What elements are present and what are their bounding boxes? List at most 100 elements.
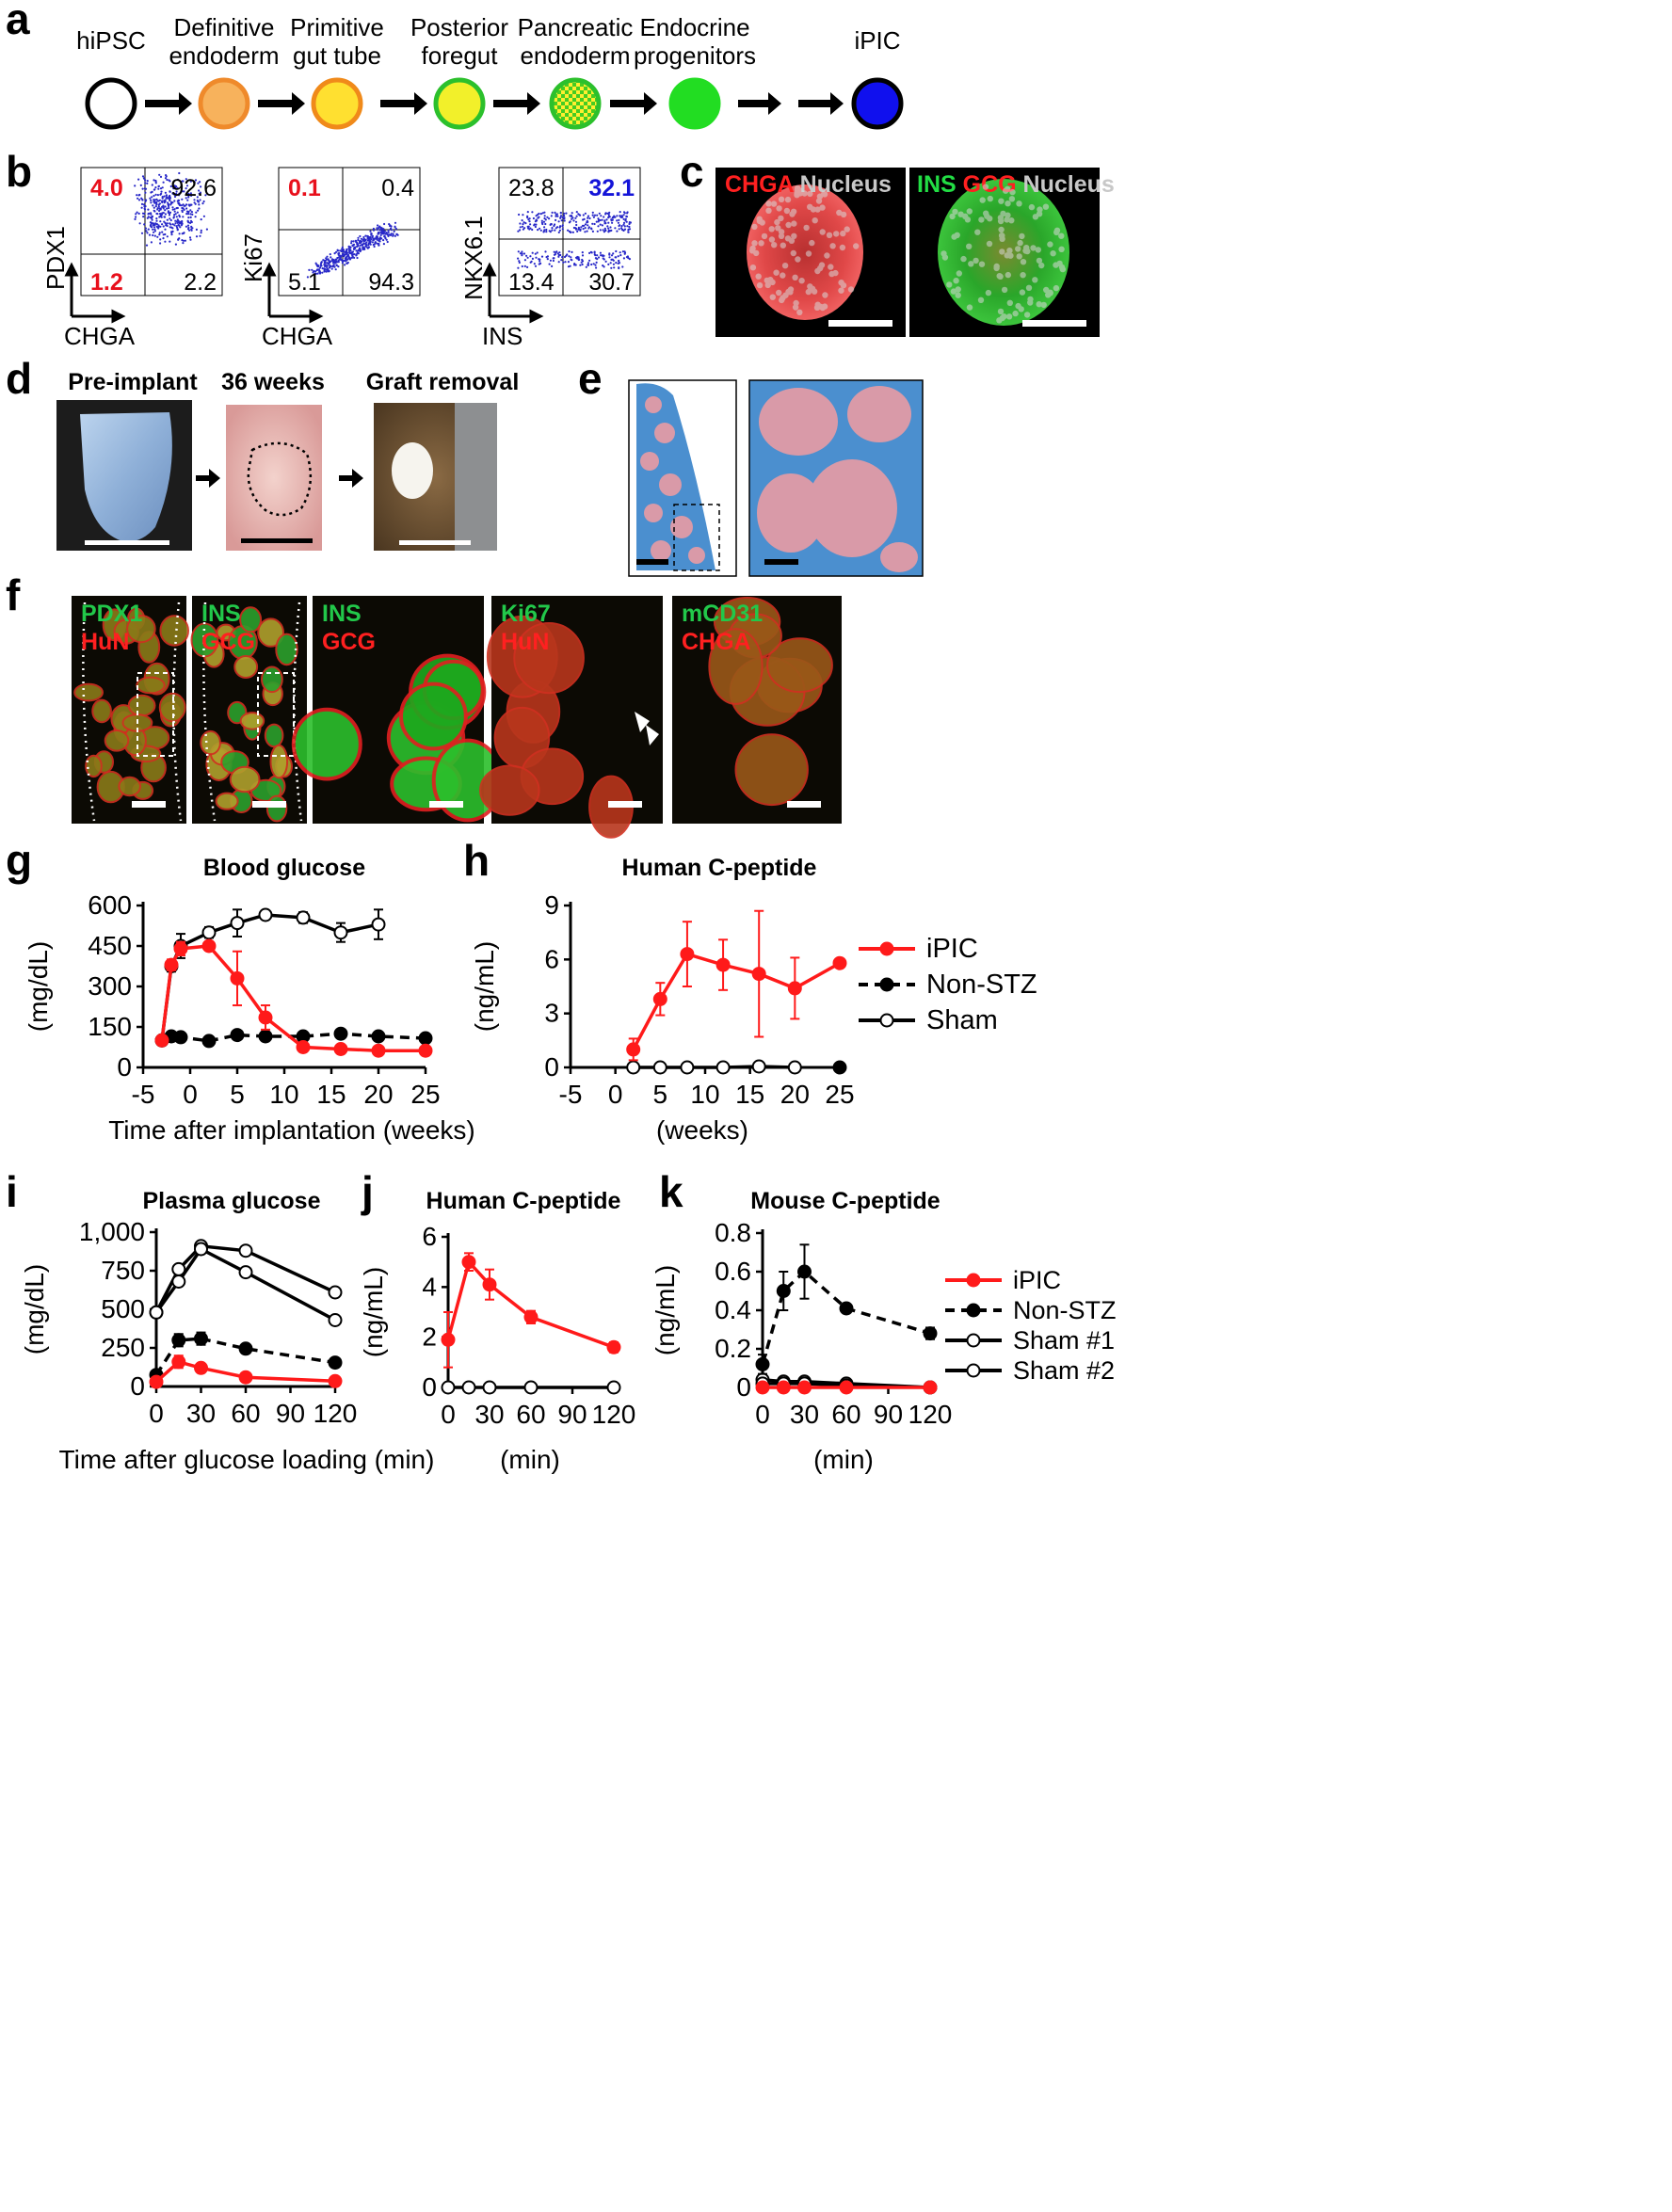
quadrant-value: 0.4 xyxy=(381,175,414,201)
photo-title-36-weeks: 36 weeks xyxy=(221,369,325,395)
stage-label-4: Posterior xyxy=(410,13,508,41)
x-tick-label: 30 xyxy=(790,1400,819,1429)
red-stain-label: GCG xyxy=(201,629,255,655)
tissue-clusters xyxy=(73,607,189,804)
stain-label: INS xyxy=(917,171,957,198)
arrow-6 xyxy=(738,92,781,115)
stage-circle-1 xyxy=(85,77,137,130)
data-point xyxy=(482,1277,497,1292)
chart-title: Human C-peptide xyxy=(426,1188,621,1214)
x-tick-label: 5 xyxy=(230,1080,245,1109)
data-point xyxy=(194,1360,208,1375)
series-ipic xyxy=(149,1354,343,1389)
x-axis-label: CHGA xyxy=(262,322,333,350)
stage-circle-3 xyxy=(311,77,363,130)
panel-b-flow-cytometry: 4.0 92.6 1.2 2.2 PDX1 CHGA 0.1 0.4 5.1 94.3 Ki67 CH… xyxy=(41,167,641,350)
data-point xyxy=(797,1380,812,1395)
data-point xyxy=(923,1380,938,1395)
data-point xyxy=(482,1380,497,1395)
stage-label-6: progenitors xyxy=(634,41,756,70)
data-point xyxy=(652,1060,667,1075)
data-point xyxy=(201,938,217,954)
legend-label: Non-STZ xyxy=(926,970,1037,1000)
y-axis-label: (ng/mL) xyxy=(651,1265,680,1355)
data-point xyxy=(201,1034,217,1049)
data-point xyxy=(839,1301,854,1316)
flow-plot-2: 0.1 0.4 5.1 94.3 Ki67 CHGA xyxy=(239,167,421,350)
series-line xyxy=(161,1032,426,1043)
stage-label-5: Pancreatic xyxy=(518,13,634,41)
data-point xyxy=(371,1043,386,1058)
data-point xyxy=(839,1380,854,1395)
data-point xyxy=(149,1305,164,1320)
stage-label-1: hiPSC xyxy=(76,26,146,55)
chart-title: Mouse C-peptide xyxy=(750,1188,940,1214)
x-tick-label: 90 xyxy=(276,1399,305,1428)
graft-outline xyxy=(247,441,313,517)
y-tick-label: 750 xyxy=(101,1256,145,1285)
panel-letter-k: k xyxy=(659,1167,683,1216)
stage-label-6: Endocrine xyxy=(639,13,749,41)
quadrant-value: 32.1 xyxy=(588,175,635,201)
photo-title-pre-implant: Pre-implant xyxy=(68,369,198,395)
scale-bar xyxy=(608,801,642,808)
x-axis-label: Time after glucose loading (min) xyxy=(59,1445,435,1474)
data-point xyxy=(715,1060,731,1075)
quadrant-value: 5.1 xyxy=(288,269,321,296)
legend-label: iPIC xyxy=(1013,1266,1061,1294)
device-shape xyxy=(80,412,172,542)
legend-marker xyxy=(966,1333,981,1348)
data-point xyxy=(201,925,217,940)
scale-bar xyxy=(252,801,286,808)
y-tick-label: 500 xyxy=(101,1294,145,1323)
stage-circle-6 xyxy=(668,77,721,130)
y-tick-label: 0 xyxy=(117,1052,132,1082)
red-stain-label: HuN xyxy=(501,629,549,655)
scale-bar xyxy=(429,801,463,808)
arrow xyxy=(339,469,363,488)
data-point xyxy=(755,1356,770,1371)
data-point xyxy=(751,967,766,982)
x-tick-label: 0 xyxy=(608,1080,623,1109)
panel-letter-e: e xyxy=(578,354,603,403)
zoom-region xyxy=(257,672,295,757)
photo-36-weeks xyxy=(226,405,322,551)
arrowhead-markers xyxy=(635,712,659,745)
islet-clusters xyxy=(640,396,705,564)
data-point xyxy=(371,917,386,932)
x-tick-label: 120 xyxy=(592,1400,636,1429)
y-tick-label: 2 xyxy=(422,1322,437,1352)
data-point xyxy=(680,947,695,962)
panel-letter-b: b xyxy=(6,147,32,196)
x-tick-label: 15 xyxy=(316,1080,346,1109)
cluster-chga xyxy=(747,184,863,320)
scale-bar xyxy=(241,538,313,543)
panel-d-graft-photos: Pre-implant 36 weeks Graft removal xyxy=(56,369,519,551)
green-stain-label: PDX1 xyxy=(81,601,142,627)
x-axis-label: CHGA xyxy=(64,322,136,350)
y-tick-label: 0 xyxy=(736,1372,751,1402)
nuclei xyxy=(749,184,1067,324)
series-nonstz xyxy=(154,1026,433,1049)
flow-plot-1: 4.0 92.6 1.2 2.2 PDX1 CHGA xyxy=(41,167,223,350)
data-point xyxy=(333,1042,348,1056)
data-point xyxy=(715,957,731,972)
legend-label: Non-STZ xyxy=(1013,1296,1117,1324)
series-nonstz xyxy=(755,1243,938,1375)
data-point xyxy=(441,1332,456,1347)
quadrant-value: 0.1 xyxy=(288,175,321,201)
x-tick-label: 0 xyxy=(441,1400,456,1429)
data-point xyxy=(755,1380,770,1395)
quadrant-value: 30.7 xyxy=(588,269,635,296)
chart-k: Mouse C-peptide 0 0.2 0.4 0.6 0.8 0 30 60 90 120 (n… xyxy=(651,1188,1117,1474)
x-tick-label: 5 xyxy=(653,1080,668,1109)
series-sham xyxy=(441,1380,621,1395)
data-point xyxy=(626,1060,641,1075)
green-stain-label: Ki67 xyxy=(501,601,551,627)
x-tick-label: 60 xyxy=(231,1399,260,1428)
chart-title: Human C-peptide xyxy=(622,855,817,881)
